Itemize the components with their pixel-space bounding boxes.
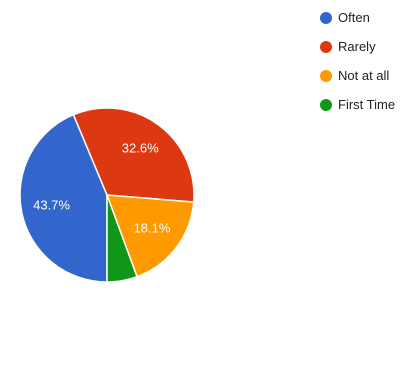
- legend-label-often: Often: [338, 10, 370, 25]
- legend-marker-not-at-all: [320, 69, 332, 82]
- legend-label-first-time: First Time: [338, 97, 396, 112]
- data-label-often: 43.7%: [33, 198, 70, 213]
- pie-slice-often: [19, 113, 108, 283]
- legend-item-often: Often: [320, 10, 395, 25]
- data-label-not-at-all: 18.1%: [134, 221, 171, 236]
- data-label-rarely: 32.6%: [122, 141, 159, 156]
- legend-item-not-at-all: Not at all: [320, 68, 395, 83]
- legend: Often Rarely Not at all First Time: [320, 10, 395, 126]
- legend-label-not-at-all: Not at all: [338, 68, 390, 83]
- legend-marker-rarely: [320, 40, 332, 53]
- legend-item-rarely: Rarely: [320, 39, 395, 54]
- legend-label-rarely: Rarely: [338, 39, 376, 54]
- pie-slice-first-time: [106, 194, 138, 283]
- legend-marker-first-time: [320, 98, 332, 111]
- pie-slice-rarely: [72, 107, 195, 203]
- pie-slice-not-at-all: [105, 194, 195, 278]
- legend-marker-often: [320, 11, 332, 24]
- legend-item-first-time: First Time: [320, 97, 395, 112]
